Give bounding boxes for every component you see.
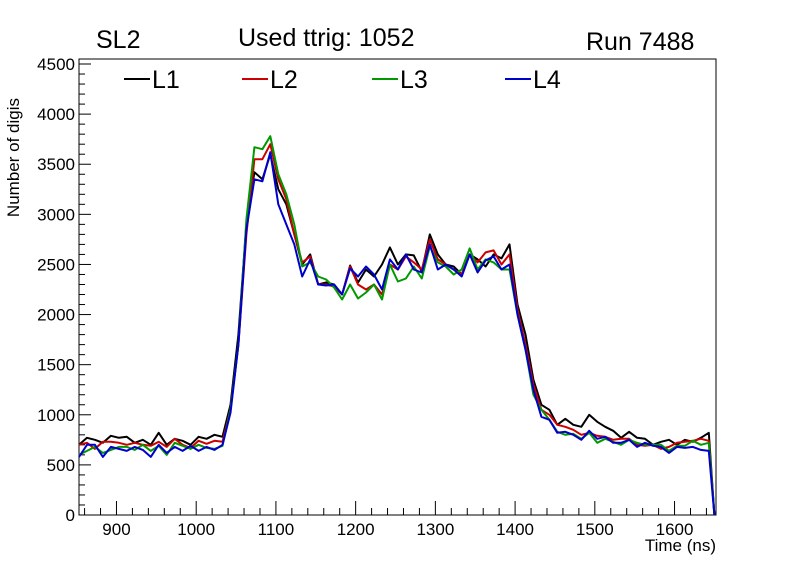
y-tick-label: 4000	[37, 105, 75, 124]
y-tick-label: 2500	[37, 255, 75, 274]
superlayer-label: SL2	[96, 26, 141, 54]
y-tick-label: 4500	[37, 55, 75, 74]
y-tick-label: 0	[66, 506, 75, 525]
series-line-l3	[78, 135, 716, 516]
x-axis-label: Time (ns)	[644, 536, 716, 555]
x-tick-label: 1200	[337, 520, 375, 539]
series-line-l2	[78, 143, 716, 516]
y-tick-label: 2000	[37, 306, 75, 325]
run-label: Run 7488	[586, 28, 695, 56]
plot-frame	[78, 58, 717, 516]
x-tick-label: 1600	[656, 520, 694, 539]
y-tick-label: 3000	[37, 205, 75, 224]
x-tick-label: 1500	[576, 520, 614, 539]
y-tick-label: 1500	[37, 356, 75, 375]
x-tick-label: 1000	[177, 520, 215, 539]
legend-label-l1: L1	[152, 66, 180, 94]
x-tick-label: 1100	[258, 520, 295, 539]
series-line-l1	[78, 153, 716, 516]
y-tick-label: 1000	[37, 406, 75, 425]
legend-label-l3: L3	[400, 66, 428, 94]
y-tick-label: 500	[47, 456, 75, 475]
x-tick-label: 1400	[496, 520, 534, 539]
chart-title: Used ttrig: 1052	[238, 24, 415, 52]
series-line-l4	[78, 151, 716, 516]
x-tick-label: 1300	[416, 520, 454, 539]
legend-label-l4: L4	[533, 66, 561, 94]
x-tick-label: 900	[102, 520, 130, 539]
legend-label-l2: L2	[270, 66, 298, 94]
y-tick-label: 3500	[37, 155, 75, 174]
